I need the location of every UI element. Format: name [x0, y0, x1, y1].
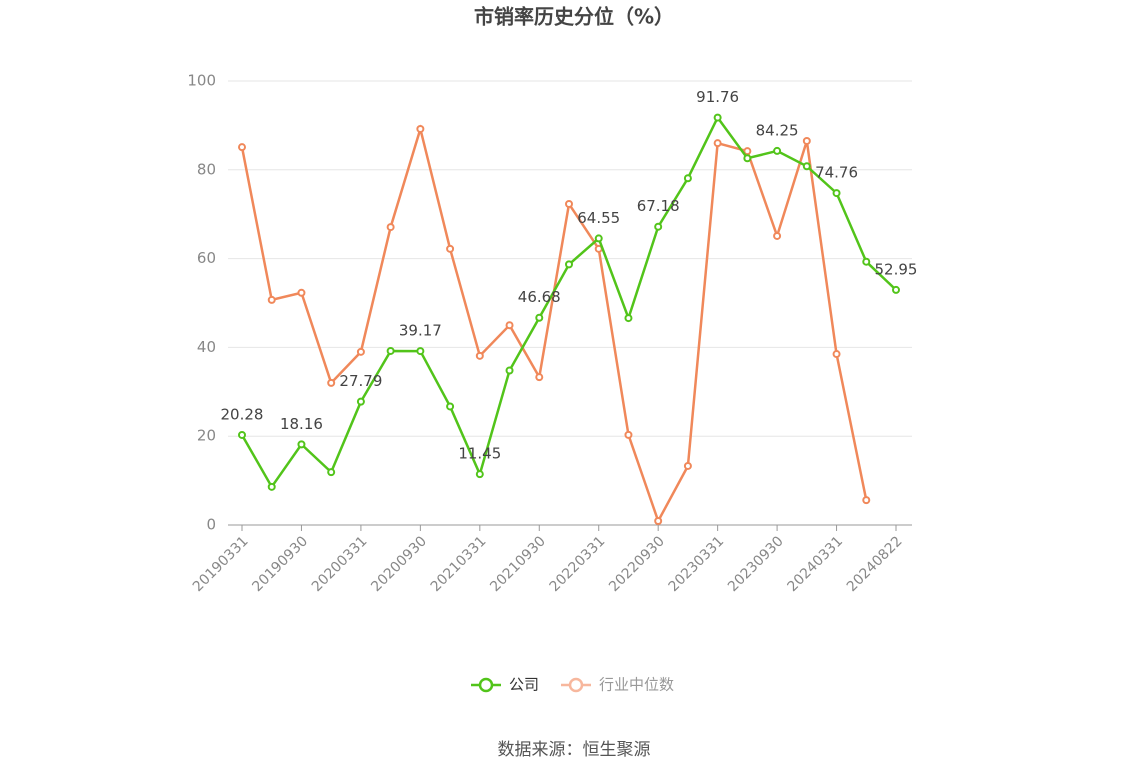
x-tick-label: 20210331 [428, 533, 490, 595]
x-tick-label: 20230331 [666, 533, 728, 595]
point [475, 470, 484, 479]
x-tick-label: 20210930 [487, 533, 549, 595]
x-tick-label: 20240822 [844, 533, 906, 595]
point [683, 174, 692, 183]
point [773, 231, 782, 240]
legend-label: 公司 [509, 676, 539, 694]
data-label: 46.68 [518, 288, 561, 306]
data-label: 64.55 [577, 209, 620, 227]
point [654, 222, 663, 231]
x-tick-label: 20230930 [725, 533, 787, 595]
data-label: 39.17 [399, 322, 442, 340]
point [565, 199, 573, 208]
point [386, 346, 395, 355]
data-label: 11.45 [458, 445, 501, 463]
legend-label: 行业中位数 [599, 676, 674, 694]
point [624, 314, 633, 323]
point [743, 154, 752, 163]
point [773, 146, 782, 155]
point [505, 366, 514, 375]
point [297, 288, 306, 297]
source: 数据来源：恒生聚源 [498, 740, 651, 760]
data-label: 52.95 [875, 260, 918, 278]
point [446, 244, 455, 253]
point [327, 378, 336, 387]
point [862, 257, 871, 266]
data-label: 84.25 [756, 121, 799, 139]
point [505, 321, 514, 330]
legend-item: 公司 [471, 676, 539, 694]
point [327, 468, 336, 477]
legend-marker [568, 677, 584, 693]
point [386, 223, 395, 232]
data-label: 74.76 [815, 164, 858, 182]
point [713, 113, 722, 122]
legend-marker [478, 677, 494, 693]
point [565, 260, 573, 269]
point [267, 295, 276, 304]
point [238, 143, 246, 152]
x-tick-label: 20190331 [190, 533, 252, 595]
y-tick-label: 0 [206, 516, 216, 534]
point [862, 496, 871, 505]
point [535, 313, 544, 322]
point [654, 517, 663, 526]
point [238, 430, 246, 439]
data-label: 20.28 [221, 405, 264, 423]
data-label: 18.16 [280, 415, 323, 433]
data-label: 67.18 [637, 197, 680, 215]
x-tick-label: 20200331 [309, 533, 371, 595]
point [624, 430, 633, 439]
point [892, 285, 900, 294]
x-tick-label: 20220930 [606, 533, 668, 595]
y-tick-label: 100 [187, 72, 216, 90]
point [356, 397, 365, 406]
point [683, 461, 692, 470]
point [297, 440, 306, 449]
point [594, 234, 603, 243]
y-tick-label: 80 [197, 160, 216, 178]
legend-item: 行业中位数 [561, 676, 674, 694]
x-tick-label: 20200930 [368, 533, 430, 595]
point [832, 189, 841, 198]
point [416, 124, 425, 133]
point [416, 347, 425, 356]
point [446, 402, 455, 411]
chart-title: 市销率历史分位（%） [474, 5, 674, 29]
data-label: 27.79 [339, 372, 382, 390]
point [743, 147, 752, 156]
point [475, 351, 484, 360]
y-tick-label: 40 [197, 338, 216, 356]
point [802, 136, 811, 145]
point [802, 162, 811, 171]
x-tick-label: 20190930 [249, 533, 311, 595]
y-tick-label: 20 [197, 427, 216, 445]
point [832, 350, 841, 359]
x-tick-label: 20240331 [784, 533, 846, 595]
point [535, 373, 544, 382]
point [356, 347, 365, 356]
point [267, 482, 276, 491]
x-tick-label: 20220331 [547, 533, 609, 595]
data-label: 91.76 [696, 88, 739, 106]
y-tick-label: 60 [197, 249, 216, 267]
point [713, 139, 722, 148]
